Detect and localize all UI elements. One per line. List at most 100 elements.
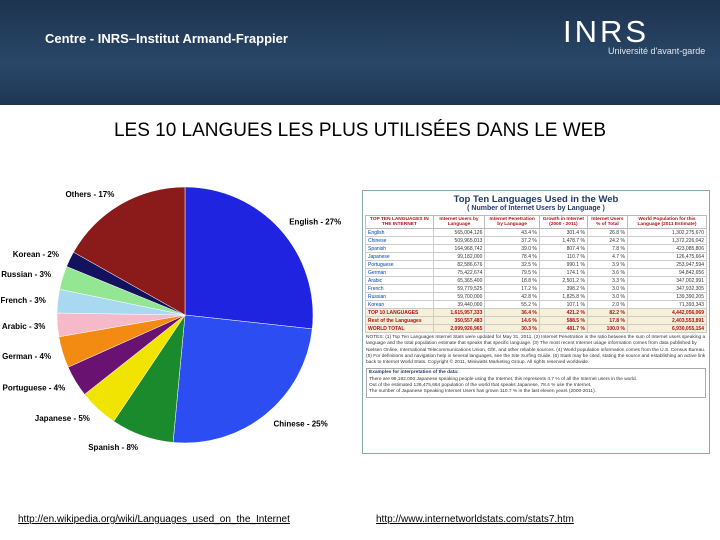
table-cell: 26.8 %	[586, 228, 628, 237]
table-cell: 2,403,553,891	[626, 316, 708, 325]
slice-label: Portuguese - 4%	[3, 383, 66, 392]
examples-title: Examples for interpretation of the data:	[369, 370, 459, 376]
table-cell: 42.8 %	[484, 292, 540, 301]
table-cell: TOP 10 LANGUAGES	[365, 308, 434, 317]
table-cell: 423,085,806	[626, 244, 708, 253]
table-row: French 59,779,525 17.2 % 398.2 % 3.0 % 347,93…	[365, 284, 708, 293]
example-line: Out of the estimated 126,475,664 populat…	[369, 383, 592, 389]
table-cell: 59,700,000	[432, 292, 486, 301]
table-cell: German	[365, 268, 434, 277]
example-line: The number of Japanese Speaking Internet…	[369, 389, 597, 395]
link[interactable]: http://en.wikipedia.org/wiki/Languages_u…	[18, 514, 290, 525]
table-row: Rest of the Languages 350,557,483 14.6 % 58…	[365, 316, 708, 325]
slice-label: Russian - 3%	[1, 270, 51, 279]
table-title: Top Ten Languages Used in the Web	[453, 194, 619, 205]
table-cell: 32.5 %	[484, 260, 540, 269]
pie-chart: English - 27% Chinese - 25% Spanish - 8% Ja…	[0, 186, 341, 452]
table-row: Portuguese 82,586,676 32.5 % 990.1 % 3.9 % 25…	[365, 260, 708, 269]
link[interactable]: http://www.internetworldstats.com/stats7…	[376, 514, 574, 525]
table-cell: 398.2 %	[538, 284, 588, 293]
table-cell: 107.1 %	[538, 300, 588, 309]
table-cell: 174.1 %	[538, 268, 588, 277]
pie-slice	[73, 186, 186, 316]
table-cell: Japanese	[365, 252, 434, 261]
table-cell: Russian	[365, 292, 434, 301]
table-cell: 71,393,343	[626, 300, 708, 309]
table-cell: 565,004,126	[432, 228, 486, 237]
table-cell: 347,002,991	[626, 276, 708, 285]
slide-title: LES 10 LANGUES LES PLUS UTILISÉES DANS L…	[113, 120, 607, 141]
pie-slice	[172, 314, 313, 444]
table-cell: 2,501.2 %	[538, 276, 588, 285]
table-cell: 3.9 %	[586, 260, 628, 269]
slice-label: English - 27%	[289, 218, 341, 227]
table-cell: 421.2 %	[538, 308, 588, 317]
table-cell: 110.7 %	[538, 252, 588, 261]
table-cell: Rest of the Languages	[365, 316, 434, 325]
table-cell: 509,965,013	[432, 236, 486, 245]
table-cell: 59,779,525	[432, 284, 486, 293]
slice-label: Spanish - 8%	[88, 443, 138, 452]
table-cell: 3.3 %	[586, 276, 628, 285]
table-row: Japanese 99,182,000 78.4 % 110.7 % 4.7 % 126,…	[365, 252, 708, 261]
banner: Centre - INRS–Institut Armand-Frappier I…	[0, 0, 720, 105]
table-row: TOP 10 LANGUAGES 1,615,957,333 36.4 % 421.2…	[365, 308, 708, 317]
column-header: TOP TEN LANGUAGES IN THE INTERNET	[365, 215, 434, 229]
table-cell: 6,930,055,154	[626, 324, 708, 333]
table-cell: 588.5 %	[538, 316, 588, 325]
table-cell: Korean	[365, 300, 434, 309]
table-cell: 2,099,926,965	[432, 324, 486, 333]
table-cell: 82,586,676	[432, 260, 486, 269]
table-cell: 17.2 %	[484, 284, 540, 293]
table-row: Korean 39,440,000 55.2 % 107.1 % 2.0 % 71,393…	[365, 300, 708, 309]
table: TOP TEN LANGUAGES IN THE INTERNET Interne…	[365, 215, 708, 333]
table-cell: 1,372,226,042	[626, 236, 708, 245]
table-cell: 4.7 %	[586, 252, 628, 261]
table-cell: 7.8 %	[586, 244, 628, 253]
table-cell: Arabic	[365, 276, 434, 285]
table-cell: 18.8 %	[484, 276, 540, 285]
table-cell: Spanish	[365, 244, 434, 253]
table-cell: English	[365, 228, 434, 237]
table-row: Russian 59,700,000 42.8 % 1,825.8 % 3.0 % 139…	[365, 292, 708, 301]
table-cell: 39,440,000	[432, 300, 486, 309]
table-cell: 30.3 %	[484, 324, 540, 333]
tagline: Université d'avant-garde	[608, 46, 706, 56]
table-cell: 3.0 %	[586, 292, 628, 301]
table-cell: 347,932,305	[626, 284, 708, 293]
table-cell: 82.2 %	[586, 308, 628, 317]
table-cell: 14.6 %	[484, 316, 540, 325]
table-cell: 164,968,742	[432, 244, 486, 253]
table-cell: French	[365, 284, 434, 293]
logo: INRS	[563, 14, 650, 49]
table-cell: 139,390,205	[626, 292, 708, 301]
table-cell: 350,557,483	[432, 316, 486, 325]
table-cell: 807.4 %	[538, 244, 588, 253]
table-cell: 481.7 %	[538, 324, 588, 333]
table-cell: 126,475,664	[626, 252, 708, 261]
column-header: Internet Users % of Total	[586, 215, 628, 229]
table-cell: 1,302,275,670	[626, 228, 708, 237]
table-cell: 17.8 %	[586, 316, 628, 325]
column-header: Internet Users by Language	[432, 215, 486, 229]
table-row: Chinese 509,965,013 37.2 % 1,478.7 % 24.2 % 1…	[365, 236, 708, 245]
table-row: German 75,422,674 79.5 % 174.1 % 3.6 % 94,842…	[365, 268, 708, 277]
slice-label: French - 3%	[0, 296, 45, 305]
slice-label: Japanese - 5%	[35, 414, 90, 423]
table-cell: 990.1 %	[538, 260, 588, 269]
table-row: English 565,004,126 43.4 % 301.4 % 26.8 % 1,3…	[365, 228, 708, 237]
table-row: Arabic 65,365,400 18.8 % 2,501.2 % 3.3 % 347,…	[365, 276, 708, 285]
table-cell: 253,947,594	[626, 260, 708, 269]
header-text: Centre - INRS–Institut Armand-Frappier	[45, 31, 288, 46]
notes: NOTES: (1) Top Ten Languages Internet St…	[366, 335, 706, 366]
column-header: Growth in Internet (2000 - 2011)	[538, 215, 588, 229]
table-row: WORLD TOTAL 2,099,926,965 30.3 % 481.7 % 100…	[365, 324, 708, 333]
table-cell: WORLD TOTAL	[365, 324, 434, 333]
table-cell: 1,478.7 %	[538, 236, 588, 245]
table-cell: 301.4 %	[538, 228, 588, 237]
table-cell: 37.2 %	[484, 236, 540, 245]
table-cell: Portuguese	[365, 260, 434, 269]
table-cell: 78.4 %	[484, 252, 540, 261]
examples: Examples for interpretation of the data:…	[366, 368, 706, 398]
slice-label: Chinese - 25%	[273, 419, 327, 428]
